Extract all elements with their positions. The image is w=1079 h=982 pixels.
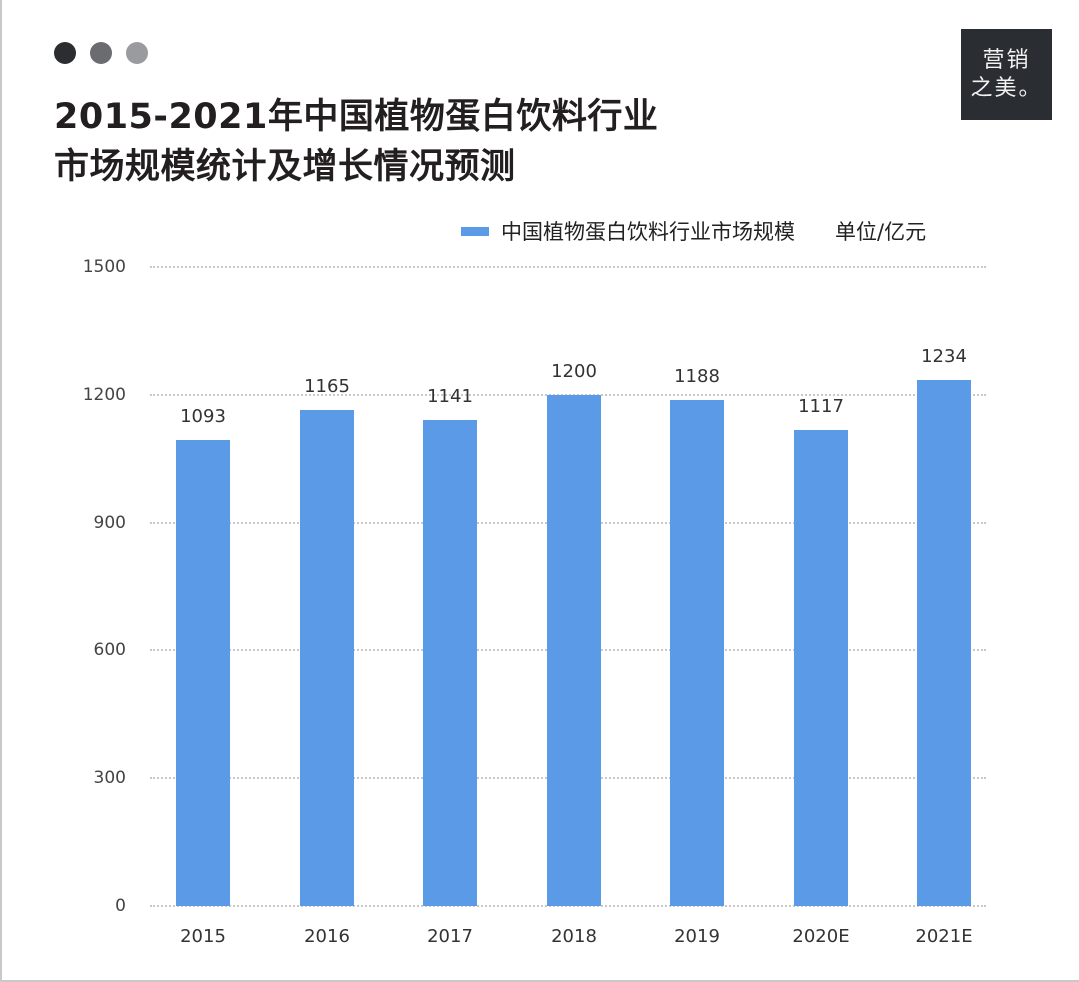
legend-series-label: 中国植物蛋白饮料行业市场规模 (501, 220, 795, 244)
bar-value-label: 1117 (798, 396, 844, 418)
chart-title: 2015-2021年中国植物蛋白饮料行业 市场规模统计及增长情况预测 (54, 92, 658, 192)
x-axis-tick-label: 2018 (551, 926, 597, 947)
bar-2017[interactable] (423, 419, 477, 906)
bar-value-label: 1165 (304, 375, 350, 397)
brand-logo: 营销 之美。 (961, 29, 1052, 120)
gridline (150, 266, 986, 268)
bar-2015[interactable] (176, 440, 230, 906)
bar-value-label: 1141 (427, 385, 473, 407)
y-axis-tick-label: 300 (93, 768, 126, 789)
bar-value-label: 1093 (180, 406, 226, 428)
dot-medium (90, 42, 112, 64)
bar-2016[interactable] (300, 409, 354, 906)
x-axis-tick-label: 2019 (674, 926, 720, 947)
gridline (150, 905, 986, 907)
x-axis-tick-label: 2017 (427, 926, 473, 947)
unit-label: 单位/亿元 (835, 220, 927, 244)
legend-swatch-icon (461, 226, 489, 236)
bar-value-label: 1188 (674, 365, 720, 387)
chart-title-line2: 市场规模统计及增长情况预测 (54, 147, 516, 187)
y-axis-tick-label: 1200 (82, 384, 126, 405)
y-axis-tick-label: 1500 (82, 257, 126, 277)
x-axis-tick-label: 2015 (180, 926, 226, 947)
y-axis-tick-label: 900 (93, 512, 126, 533)
dot-light (126, 42, 148, 64)
bar-2018[interactable] (547, 394, 601, 906)
bar-value-label: 1234 (921, 346, 967, 368)
x-axis-tick-label: 2020E (792, 926, 850, 947)
y-axis-tick-label: 600 (93, 640, 126, 661)
x-axis-tick-label: 2016 (304, 926, 350, 947)
x-axis-tick-label: 2021E (915, 926, 973, 947)
bar-2020E[interactable] (794, 430, 848, 906)
dot-dark (54, 42, 76, 64)
window-dots (54, 42, 148, 64)
brand-logo-line2: 之美。 (970, 75, 1043, 101)
bar-2019[interactable] (670, 399, 724, 906)
bar-value-label: 1200 (551, 360, 597, 382)
y-axis-tick-label: 0 (115, 896, 126, 916)
bar-2021E[interactable] (917, 380, 971, 906)
brand-logo-line1: 营销 (982, 47, 1031, 73)
chart-title-line1: 2015-2021年中国植物蛋白饮料行业 (54, 97, 659, 137)
chart-legend: 中国植物蛋白饮料行业市场规模 单位/亿元 (461, 216, 926, 246)
